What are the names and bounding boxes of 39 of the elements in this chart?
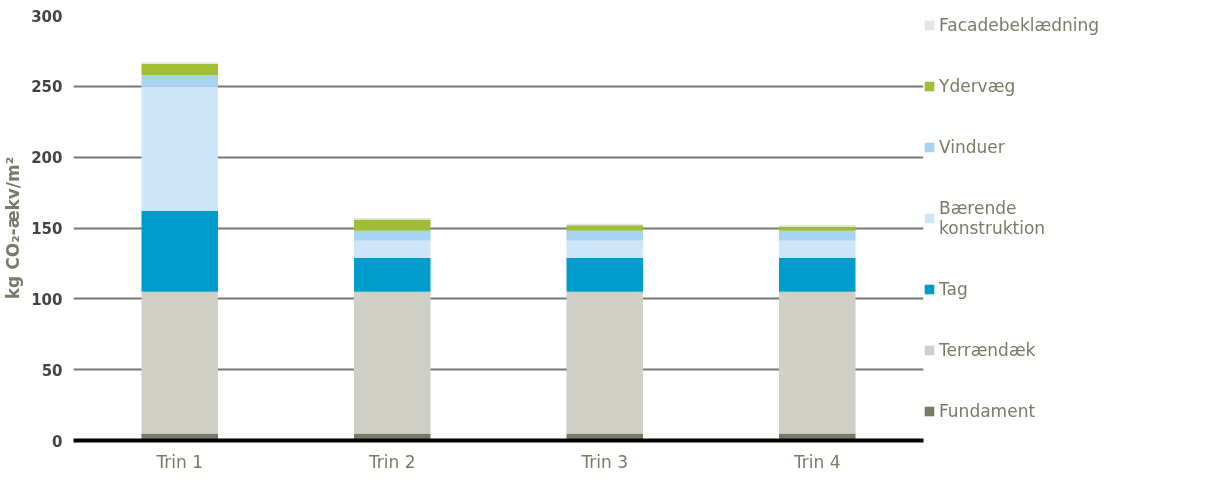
x-tick-label: Trin 1 (155, 451, 204, 472)
bar (779, 291, 856, 434)
bar (141, 86, 218, 211)
y-tick-label: 200 (31, 149, 63, 168)
bar (779, 240, 856, 258)
legend-label: Facadebeklædning (939, 15, 1100, 35)
x-tick-label: Trin 2 (367, 451, 416, 472)
y-tick-label: 100 (31, 290, 63, 309)
legend-label: Vinduer (939, 137, 1005, 157)
y-tick-label: 0 (52, 432, 63, 451)
bar (354, 257, 431, 292)
legend-label: Terrændæk (939, 340, 1036, 360)
bar (566, 257, 643, 292)
bar (566, 240, 643, 258)
y-tick-label: 50 (41, 361, 63, 380)
bar (779, 226, 856, 231)
legend-label: Tag (939, 279, 968, 299)
bar (354, 291, 431, 434)
bar (779, 230, 856, 241)
bar (354, 240, 431, 258)
y-tick-label: 300 (31, 7, 63, 26)
y-axis-title: kg CO₂-ækv/m² (3, 156, 24, 300)
legend-label: Ydervæg (939, 76, 1016, 96)
bar (141, 75, 218, 87)
bar (354, 219, 431, 231)
legend-label: Bærende konstruktion (939, 198, 1046, 238)
y-tick-label: 150 (31, 220, 63, 238)
bar (354, 230, 431, 241)
bar (141, 291, 218, 434)
bar (141, 63, 218, 75)
x-tick-label: Trin 4 (792, 451, 841, 472)
bar (566, 230, 643, 241)
y-tick-label: 250 (31, 78, 63, 97)
bar (141, 211, 218, 292)
bar (779, 257, 856, 292)
bar (566, 291, 643, 434)
legend-label: Fundament (939, 401, 1036, 421)
x-tick-label: Trin 3 (580, 451, 629, 472)
bar (566, 225, 643, 231)
